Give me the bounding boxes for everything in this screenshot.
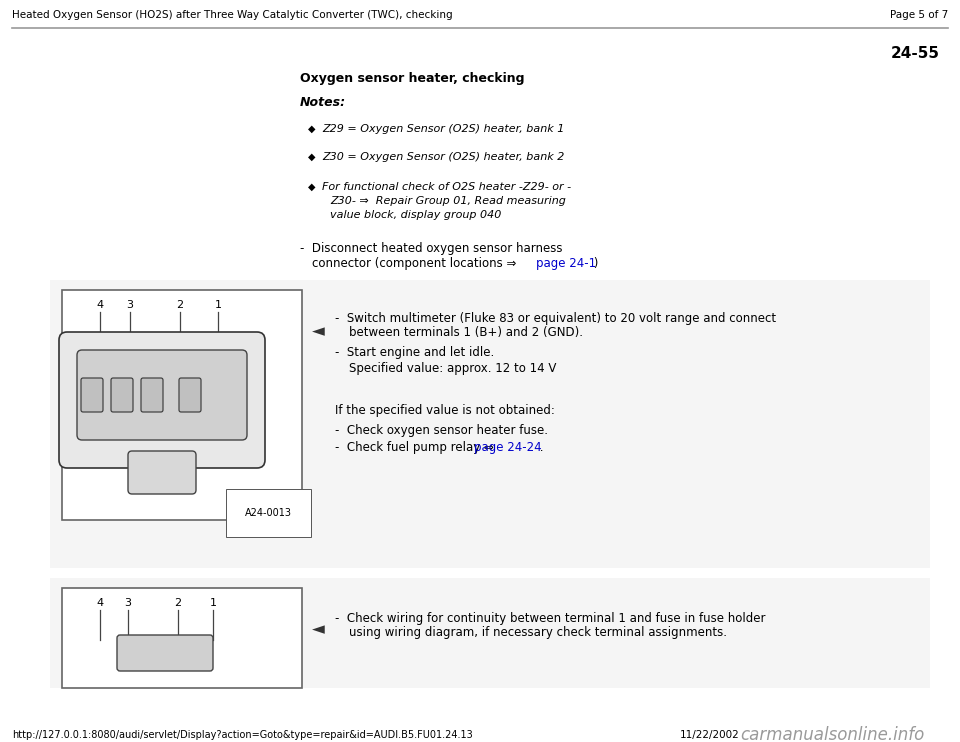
Bar	[62, 290, 302, 520]
Text: -  Start engine and let idle.: - Start engine and let idle.	[335, 346, 494, 359]
Text: -  Disconnect heated oxygen sensor harness: - Disconnect heated oxygen sensor harnes…	[300, 242, 563, 255]
Text: 1: 1	[209, 598, 217, 608]
Text: 1: 1	[214, 300, 222, 310]
FancyBboxPatch shape	[179, 378, 201, 412]
Text: Z30 = Oxygen Sensor (O2S) heater, bank 2: Z30 = Oxygen Sensor (O2S) heater, bank 2	[322, 152, 564, 162]
Bar	[50, 578, 930, 688]
Text: ◄: ◄	[312, 620, 324, 638]
FancyBboxPatch shape	[141, 378, 163, 412]
FancyBboxPatch shape	[128, 451, 196, 494]
Text: .: .	[536, 441, 543, 454]
Text: value block, display group 040: value block, display group 040	[330, 210, 501, 220]
Text: Z30- ⇒  Repair Group 01, Read measuring: Z30- ⇒ Repair Group 01, Read measuring	[330, 196, 565, 206]
Text: 4: 4	[96, 598, 104, 608]
Text: http://127.0.0.1:8080/audi/servlet/Display?action=Goto&type=repair&id=AUDI.B5.FU: http://127.0.0.1:8080/audi/servlet/Displ…	[12, 730, 472, 740]
Text: using wiring diagram, if necessary check terminal assignments.: using wiring diagram, if necessary check…	[349, 626, 727, 639]
Text: ): )	[590, 257, 598, 270]
Text: Notes:: Notes:	[300, 96, 347, 109]
Text: ◄: ◄	[312, 322, 324, 340]
Text: 2: 2	[177, 300, 183, 310]
Text: 2: 2	[175, 598, 181, 608]
Text: 11/22/2002: 11/22/2002	[680, 730, 740, 740]
FancyBboxPatch shape	[77, 350, 247, 440]
Bar	[62, 588, 302, 688]
FancyBboxPatch shape	[59, 332, 265, 468]
Text: page 24-24: page 24-24	[474, 441, 541, 454]
FancyBboxPatch shape	[117, 635, 213, 671]
FancyBboxPatch shape	[81, 378, 103, 412]
Text: ◆: ◆	[308, 124, 316, 134]
Bar	[50, 280, 930, 568]
Text: Oxygen sensor heater, checking: Oxygen sensor heater, checking	[300, 72, 524, 85]
Text: -  Check oxygen sensor heater fuse.: - Check oxygen sensor heater fuse.	[335, 424, 548, 437]
Text: Z29 = Oxygen Sensor (O2S) heater, bank 1: Z29 = Oxygen Sensor (O2S) heater, bank 1	[322, 124, 564, 134]
Text: between terminals 1 (B+) and 2 (GND).: between terminals 1 (B+) and 2 (GND).	[349, 326, 583, 339]
Text: connector (component locations ⇒: connector (component locations ⇒	[312, 257, 520, 270]
Text: A24-0013: A24-0013	[245, 508, 292, 518]
Text: If the specified value is not obtained:: If the specified value is not obtained:	[335, 404, 555, 417]
Text: Page 5 of 7: Page 5 of 7	[890, 10, 948, 20]
Text: ◆: ◆	[308, 182, 316, 192]
Text: For functional check of O2S heater -Z29- or -: For functional check of O2S heater -Z29-…	[322, 182, 571, 192]
Text: 3: 3	[125, 598, 132, 608]
Text: -  Check fuel pump relay ⇒: - Check fuel pump relay ⇒	[335, 441, 497, 454]
Text: 3: 3	[127, 300, 133, 310]
Text: -  Check wiring for continuity between terminal 1 and fuse in fuse holder: - Check wiring for continuity between te…	[335, 612, 765, 625]
FancyBboxPatch shape	[111, 378, 133, 412]
Text: ◆: ◆	[308, 152, 316, 162]
Text: page 24-1: page 24-1	[536, 257, 596, 270]
Text: 24-55: 24-55	[891, 46, 940, 61]
Text: -  Switch multimeter (Fluke 83 or equivalent) to 20 volt range and connect: - Switch multimeter (Fluke 83 or equival…	[335, 312, 776, 325]
Text: Specified value: approx. 12 to 14 V: Specified value: approx. 12 to 14 V	[349, 362, 557, 375]
Text: carmanualsonline.info: carmanualsonline.info	[740, 726, 924, 742]
Text: Heated Oxygen Sensor (HO2S) after Three Way Catalytic Converter (TWC), checking: Heated Oxygen Sensor (HO2S) after Three …	[12, 10, 452, 20]
Text: 4: 4	[96, 300, 104, 310]
